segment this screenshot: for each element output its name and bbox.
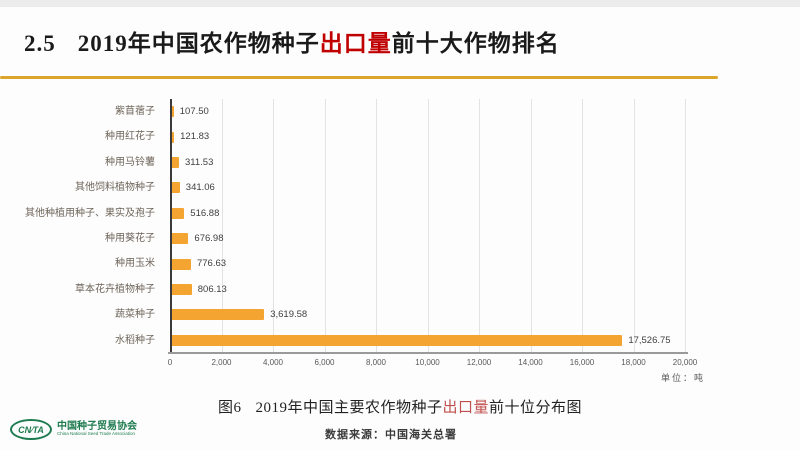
x-tick-label: 18,000 [621, 358, 646, 367]
bar-label: 草本花卉植物种子 [75, 283, 155, 295]
cnsta-logo-icon: CN∕TA [10, 419, 52, 440]
bar-label: 蔬菜种子 [115, 309, 155, 321]
bar-value: 341.06 [185, 182, 215, 194]
bar-value: 516.88 [190, 207, 220, 219]
caption-text-2: 前十位分布图 [489, 400, 583, 416]
bar [171, 284, 192, 295]
gridline [273, 99, 274, 352]
bar-value: 676.98 [194, 233, 224, 244]
gridline [324, 99, 326, 352]
footer: CN∕TA 中国种子贸易协会 China National Seed Trade… [10, 419, 790, 447]
bar-label: 种用玉米 [115, 258, 155, 270]
y-axis-line [170, 99, 172, 353]
x-tick-label: 4,000 [262, 358, 284, 367]
x-tick-label: 2,000 [211, 358, 232, 367]
bar-value: 776.63 [196, 258, 227, 270]
figure-number: 图6 [217, 400, 242, 416]
category-axis: 紫苜蓿子种用红花子种用马铃薯其他饲料植物种子其他种植用种子、果实及孢子种用葵花子… [0, 99, 163, 353]
x-tick-label: 20,000 [672, 358, 698, 367]
x-tick-label: 16,000 [569, 358, 595, 367]
gridline [685, 99, 686, 352]
gridline [427, 99, 429, 352]
gridline [479, 99, 480, 352]
bar [171, 157, 180, 168]
x-tick-label: 0 [167, 358, 173, 367]
section-number: 2.5 [24, 31, 56, 56]
bar-value: 107.50 [179, 106, 209, 117]
bar-label: 种用葵花子 [105, 233, 155, 244]
bar [171, 334, 623, 346]
bar [171, 207, 185, 219]
bar-value: 121.83 [180, 131, 210, 143]
bar [171, 309, 265, 321]
bar-value: 3,619.58 [270, 309, 308, 321]
bar [171, 131, 175, 143]
figure-caption: 图6 2019年中国主要农作物种子出口量前十位分布图 [0, 396, 800, 417]
bar [171, 182, 180, 194]
page-title: 2.5 2019年中国农作物种子出口量前十大作物排名 [24, 24, 784, 58]
bar [171, 233, 189, 245]
bar [171, 106, 174, 118]
title-rule [0, 76, 718, 79]
gridline [582, 99, 583, 352]
org-name: 中国种子贸易协会 China National Seed Trade Assoc… [57, 421, 144, 438]
cnsta-logo: CN∕TA 中国种子贸易协会 China National Seed Trade… [10, 419, 144, 440]
x-tick-label: 12,000 [466, 358, 492, 367]
data-source: 数据来源：中国海关总署 [325, 429, 457, 441]
gridline [221, 99, 223, 352]
bar-chart: 107.50 121.83 311.53 341.06 516.88 676.98 776.… [0, 99, 800, 399]
bar-label: 其他饲料植物种子 [75, 182, 155, 194]
plot-area: 107.50 121.83 311.53 341.06 516.88 676.98 776.… [170, 99, 686, 353]
bar-label: 水稻种子 [115, 334, 155, 346]
caption-text-1: 2019年中国主要农作物种子 [255, 400, 443, 416]
title-text-2: 前十大作物排名 [391, 31, 560, 56]
bar-value: 17,526.75 [628, 334, 671, 346]
bar-label: 其他种植用种子、果实及孢子 [25, 207, 155, 219]
title-export-highlight: 出口量 [319, 31, 392, 56]
bar-label: 紫苜蓿子 [115, 106, 155, 117]
gridline [633, 99, 635, 352]
slide-top-edge [0, 0, 800, 7]
x-tick-label: 8,000 [365, 358, 387, 367]
org-name-cn: 中国种子贸易协会 [57, 421, 137, 433]
bar-value: 311.53 [185, 156, 214, 168]
caption-export-highlight: 出口量 [442, 400, 490, 416]
x-tick-label: 6,000 [314, 358, 335, 367]
x-tick-label: 10,000 [415, 358, 440, 367]
bar-value: 806.13 [197, 283, 227, 295]
gridline [376, 99, 377, 352]
x-axis-line [168, 352, 688, 354]
title-text-1: 2019年中国农作物种子 [77, 31, 320, 56]
bar-label: 种用马铃薯 [105, 156, 155, 168]
gridline [530, 99, 532, 352]
org-name-en: China National Seed Trade Association [57, 431, 136, 438]
bar-label: 种用红花子 [105, 131, 155, 143]
bar [171, 258, 191, 270]
unit-label: 单位：吨 [660, 373, 705, 383]
x-tick-label: 14,000 [518, 358, 543, 367]
